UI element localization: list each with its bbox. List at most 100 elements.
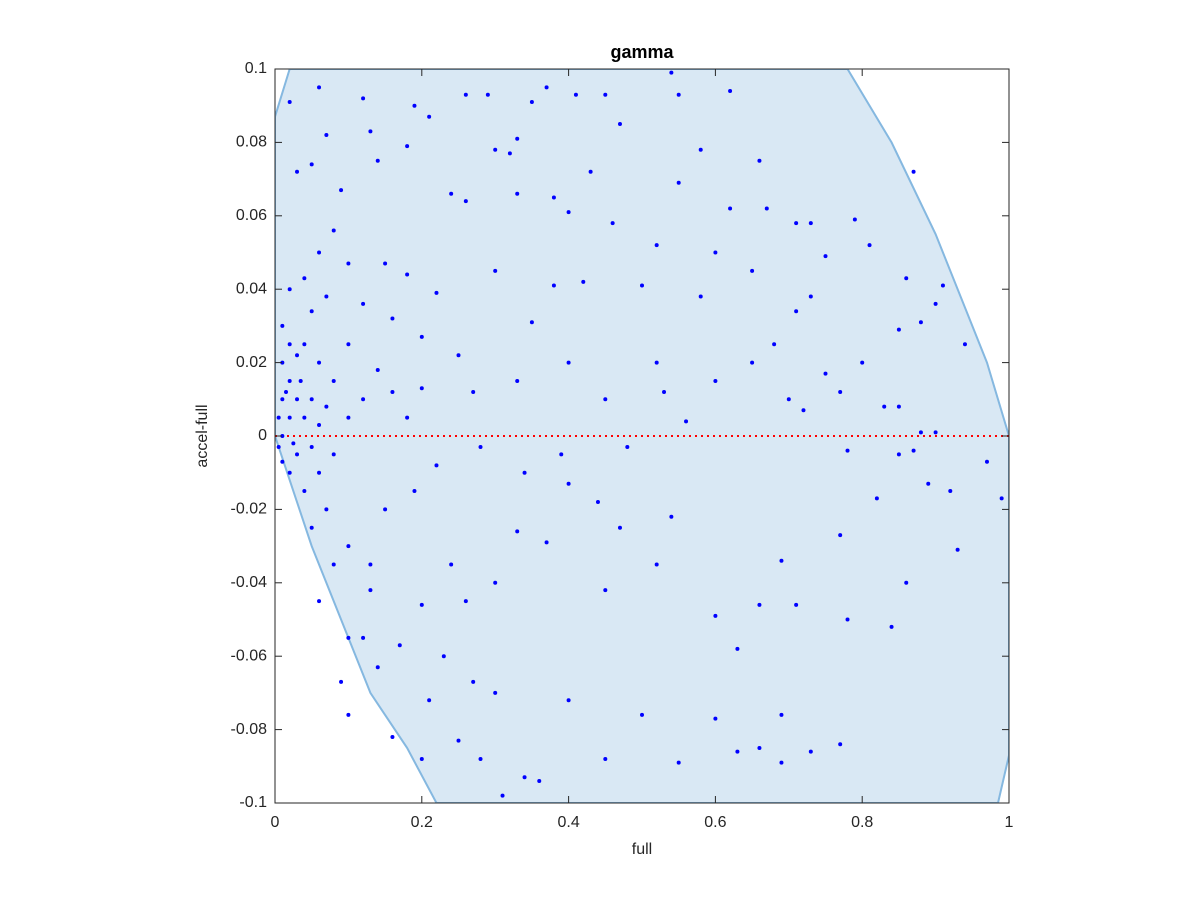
- data-point: [808, 221, 813, 226]
- data-point: [478, 445, 483, 450]
- data-point: [419, 386, 424, 391]
- data-point: [383, 261, 388, 266]
- data-point: [295, 353, 300, 358]
- data-point: [808, 294, 813, 299]
- data-point: [463, 599, 468, 604]
- data-point: [419, 756, 424, 761]
- data-point: [287, 100, 292, 105]
- data-point: [515, 529, 520, 534]
- x-tick-label: 1: [1005, 814, 1014, 831]
- data-point: [390, 734, 395, 739]
- data-point: [544, 85, 549, 90]
- data-point: [324, 507, 329, 512]
- data-point: [573, 92, 578, 97]
- data-point: [779, 712, 784, 717]
- data-point: [295, 397, 300, 402]
- data-point: [280, 323, 285, 328]
- y-tick-label: 0.06: [236, 207, 267, 224]
- data-point: [757, 158, 762, 163]
- x-tick-label: 0.4: [557, 814, 579, 831]
- y-tick-label: 0.02: [236, 354, 267, 371]
- data-point: [309, 525, 314, 530]
- data-point: [295, 452, 300, 457]
- data-point: [339, 679, 344, 684]
- data-point: [375, 158, 380, 163]
- data-point: [566, 481, 571, 486]
- data-point: [595, 500, 600, 505]
- data-point: [529, 100, 534, 105]
- plot-area: [275, 69, 1009, 803]
- data-point: [317, 360, 322, 365]
- data-point: [463, 92, 468, 97]
- data-point: [317, 422, 322, 427]
- data-point: [581, 279, 586, 284]
- data-point: [786, 397, 791, 402]
- data-point: [522, 470, 527, 475]
- y-tick-label: -0.08: [231, 721, 268, 738]
- x-tick-label: 0: [271, 814, 280, 831]
- data-point: [904, 276, 909, 281]
- data-point: [794, 602, 799, 607]
- data-point: [676, 760, 681, 765]
- data-point: [676, 92, 681, 97]
- data-point: [750, 268, 755, 273]
- data-point: [713, 613, 718, 618]
- data-point: [478, 756, 483, 761]
- data-point: [471, 679, 476, 684]
- data-point: [302, 342, 307, 347]
- data-point: [640, 712, 644, 717]
- data-point: [874, 496, 879, 501]
- data-point: [276, 445, 281, 450]
- data-point: [940, 283, 945, 288]
- data-point: [948, 489, 953, 494]
- data-point: [507, 151, 512, 156]
- data-point: [493, 580, 498, 585]
- data-point: [324, 404, 329, 409]
- data-point: [485, 92, 490, 97]
- data-point: [412, 489, 417, 494]
- data-point: [405, 144, 410, 149]
- data-point: [390, 389, 395, 394]
- data-point: [933, 430, 938, 435]
- data-point: [361, 96, 366, 101]
- y-tick-label: -0.06: [231, 647, 268, 664]
- data-point: [610, 221, 615, 226]
- data-point: [794, 309, 799, 314]
- data-point: [331, 378, 336, 383]
- data-point: [317, 599, 322, 604]
- data-point: [904, 580, 909, 585]
- data-point: [397, 643, 402, 648]
- data-point: [291, 441, 296, 446]
- data-point: [860, 360, 865, 365]
- data-point: [669, 70, 674, 75]
- data-point: [551, 283, 556, 288]
- data-point: [603, 92, 608, 97]
- data-point: [911, 448, 916, 453]
- data-point: [493, 690, 498, 695]
- data-point: [515, 191, 520, 196]
- data-point: [918, 430, 923, 435]
- data-point: [412, 103, 417, 108]
- data-point: [588, 169, 593, 174]
- data-point: [280, 459, 285, 464]
- data-point: [625, 445, 630, 450]
- data-point: [808, 749, 813, 754]
- data-point: [309, 309, 314, 314]
- data-point: [566, 210, 571, 215]
- y-tick-label: 0.08: [236, 134, 267, 151]
- data-point: [287, 342, 292, 347]
- data-point: [346, 544, 351, 549]
- data-point: [537, 778, 542, 783]
- data-point: [896, 404, 901, 409]
- data-point: [698, 294, 703, 299]
- data-point: [419, 334, 424, 339]
- data-point: [456, 353, 461, 358]
- data-point: [654, 360, 659, 365]
- data-point: [515, 136, 520, 141]
- data-point: [918, 320, 923, 325]
- data-point: [728, 89, 733, 94]
- data-point: [276, 415, 281, 420]
- data-point: [449, 562, 454, 567]
- data-point: [551, 195, 556, 200]
- y-tick-label: -0.04: [231, 574, 268, 591]
